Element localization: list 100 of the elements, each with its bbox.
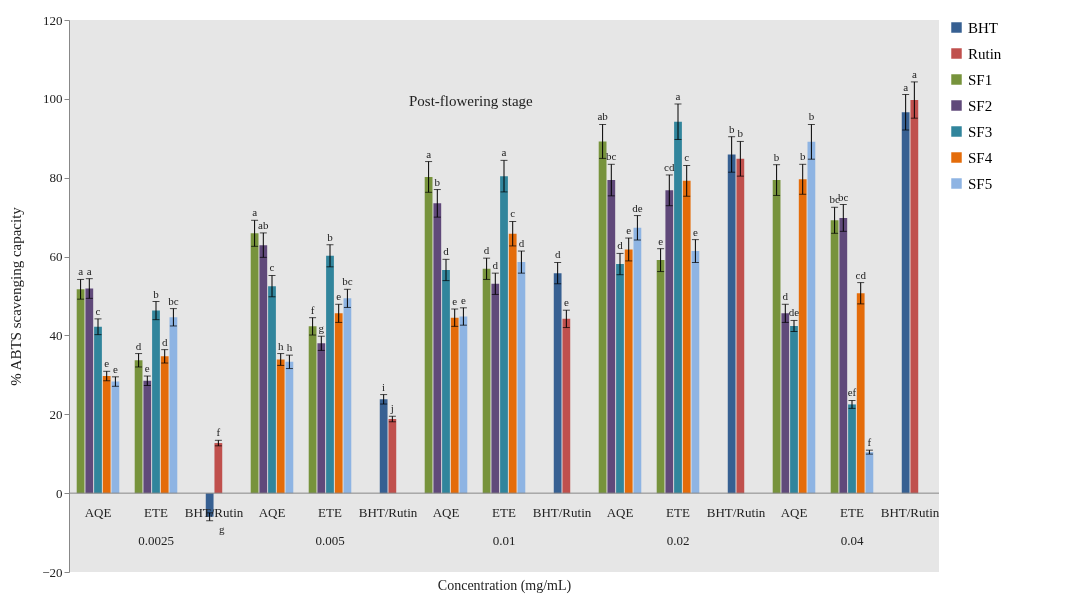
x-tick-label: AQE [780,505,808,521]
x-tick-label: AQE [432,505,460,521]
annotation: 0.02 [666,533,690,549]
legend-label: SF2 [968,97,993,114]
bar [633,227,642,494]
bar [691,251,700,494]
bar [285,361,294,494]
data-label: f [216,426,221,439]
data-label: bc [342,275,353,288]
data-label: a [86,264,92,277]
bar [624,249,633,494]
bar [169,317,178,494]
data-label: e [144,362,150,375]
data-label: b [799,150,806,163]
y-tick-label: −20 [42,564,63,580]
data-label: ef [847,386,857,399]
bar [553,273,562,494]
data-label: c [95,304,101,317]
bar [250,233,259,494]
bar [807,141,816,494]
x-tick-label: ETE [840,505,864,521]
data-label: i [382,380,386,393]
data-label: d [135,339,142,352]
x-tick-label: BHT/Rutin [358,505,418,521]
legend-label: SF3 [968,123,993,140]
data-label: a [78,265,84,278]
data-label: a [501,146,507,159]
bar [665,190,674,494]
bar [856,293,865,494]
y-tick-label: 100 [43,91,63,107]
bar [482,268,491,494]
bar [334,313,343,494]
data-label: cd [664,160,675,173]
data-label: b [153,287,160,300]
bar [798,179,807,494]
bar [562,318,571,494]
bar [76,289,85,494]
bar [308,326,317,494]
data-label: a [252,206,258,219]
bar [85,288,94,494]
bar [736,158,745,494]
bar [517,262,526,494]
bar [134,360,143,494]
data-label: a [675,89,681,102]
y-tick-label: 120 [43,12,63,28]
data-label: e [692,225,698,238]
bar [607,180,616,494]
bar [442,269,450,494]
bar [491,283,500,494]
annotation: 0.01 [492,533,516,549]
data-label: b [773,150,780,163]
data-label: d [161,335,168,348]
bar [616,264,624,494]
bar [901,112,910,494]
bar [343,298,352,494]
data-label: d [554,248,561,261]
y-tick-label: 80 [49,170,63,186]
bar [772,180,781,494]
data-label: d [443,245,450,258]
annotation: 0.04 [840,533,864,549]
x-tick-label: ETE [144,505,168,521]
bar [848,404,856,494]
y-tick-label: 40 [49,327,63,343]
x-axis-title: Concentration (mg/mL) [437,577,572,594]
bar [830,220,839,494]
data-label: e [460,293,466,306]
x-tick-label: AQE [606,505,634,521]
legend-label: SF5 [968,175,993,192]
data-label: d [782,290,789,303]
data-label: b [327,230,334,243]
bar [111,381,120,494]
data-label: h [277,339,284,352]
data-label: g [218,522,225,535]
data-label: e [452,295,458,308]
bar [910,100,919,494]
data-label: b [808,110,815,123]
data-label: e [626,224,632,237]
x-tick-label: BHT/Rutin [880,505,940,521]
y-tick-label: 60 [49,249,63,265]
x-tick-label: AQE [258,505,286,521]
data-label: e [563,296,569,309]
data-label: cd [855,268,867,281]
data-label: e [104,357,110,370]
bar [433,203,442,494]
data-label: b [728,122,735,135]
bar [656,260,665,494]
data-label: bc [168,294,179,307]
data-label: c [269,261,275,274]
data-label: d [518,237,525,250]
bar [152,310,160,494]
x-tick-label: BHT/Rutin [532,505,592,521]
data-label: c [684,151,690,164]
bar [790,325,798,494]
data-label: b [737,127,744,140]
data-label: d [617,239,624,252]
data-label: e [112,362,118,375]
bar [459,316,468,494]
y-axis-title: % ABTS scavenging capacity [8,206,25,386]
data-label: j [389,402,394,415]
bar [500,176,508,494]
